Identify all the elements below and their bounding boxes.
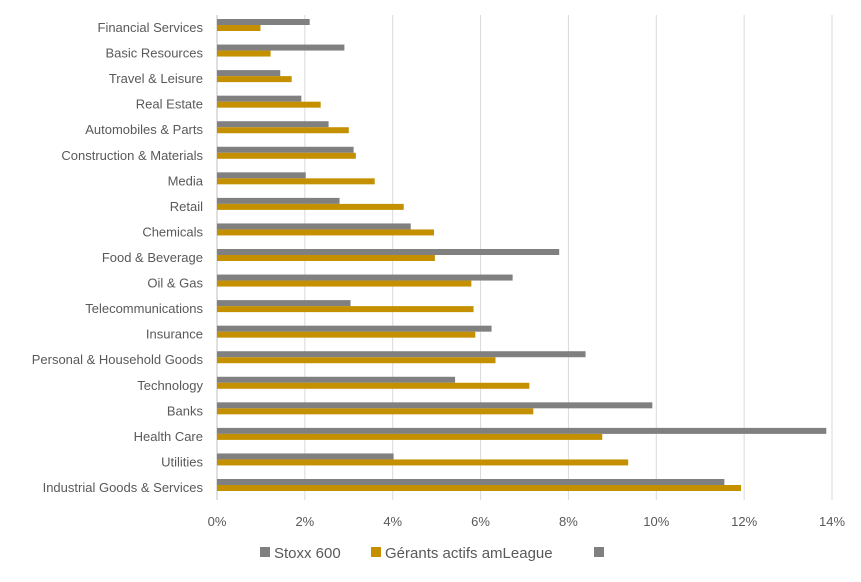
bar-stoxx-600 — [217, 19, 310, 25]
category-label: Telecommunications — [85, 301, 203, 316]
x-tick-label: 6% — [471, 514, 490, 529]
bar-gerants-actifs — [217, 229, 435, 236]
bars — [217, 19, 827, 491]
bar-gerants-actifs — [217, 408, 534, 415]
bar-gerants-actifs — [217, 357, 496, 364]
bar-gerants-actifs — [217, 255, 435, 261]
x-tick-labels: 0% 2% 4% 6% 8% 10% 12% 14% — [208, 514, 846, 529]
bar-stoxx-600 — [217, 249, 560, 255]
x-tick-label: 14% — [819, 514, 845, 529]
category-label: Chemicals — [142, 224, 203, 239]
bar-gerants-actifs — [217, 76, 292, 83]
bar-gerants-actifs — [217, 459, 629, 466]
bar-gerants-actifs — [217, 127, 349, 134]
category-label: Industrial Goods & Services — [43, 480, 204, 495]
bar-gerants-actifs — [217, 331, 476, 338]
bar-gerants-actifs — [217, 152, 356, 159]
x-tick-label: 2% — [295, 514, 314, 529]
bar-stoxx-600 — [217, 325, 492, 332]
x-tick-label: 10% — [643, 514, 669, 529]
category-label: Media — [168, 173, 204, 188]
category-label: Food & Beverage — [102, 250, 203, 265]
category-label: Financial Services — [98, 20, 204, 35]
category-label: Travel & Leisure — [109, 71, 203, 86]
bar-stoxx-600 — [217, 351, 586, 358]
legend: Stoxx 600 Gérants actifs amLeague — [260, 545, 604, 562]
x-tick-label: 0% — [208, 514, 227, 529]
bar-stoxx-600 — [217, 172, 306, 179]
bar-stoxx-600 — [217, 402, 653, 409]
bar-stoxx-600 — [217, 121, 329, 128]
bar-stoxx-600 — [217, 376, 456, 383]
bar-stoxx-600 — [217, 70, 281, 77]
bar-stoxx-600 — [217, 427, 827, 434]
bar-gerants-actifs — [217, 382, 530, 389]
bar-stoxx-600 — [217, 146, 354, 153]
bar-gerants-actifs — [217, 433, 603, 440]
bar-gerants-actifs — [217, 50, 271, 57]
category-labels: Financial Services Basic Resources Travel … — [32, 20, 204, 495]
legend-swatch-gerants-actifs — [371, 547, 381, 557]
category-label: Retail — [170, 199, 203, 214]
category-label: Health Care — [134, 429, 203, 444]
bar-gerants-actifs — [217, 25, 261, 31]
category-label: Construction & Materials — [61, 148, 203, 163]
bar-stoxx-600 — [217, 453, 394, 460]
legend-swatch-stoxx-600 — [260, 547, 270, 557]
bar-stoxx-600 — [217, 300, 351, 307]
bar-stoxx-600 — [217, 223, 411, 230]
category-label: Banks — [167, 403, 204, 418]
bar-stoxx-600 — [217, 274, 513, 281]
legend-label-stoxx-600: Stoxx 600 — [274, 545, 341, 562]
bar-gerants-actifs — [217, 101, 321, 108]
x-tick-label: 8% — [559, 514, 578, 529]
bar-gerants-actifs — [217, 306, 474, 313]
bar-gerants-actifs — [217, 280, 472, 287]
category-label: Utilities — [161, 454, 203, 469]
category-label: Automobiles & Parts — [85, 122, 203, 137]
category-label: Technology — [137, 378, 203, 393]
bar-stoxx-600 — [217, 197, 340, 204]
bar-stoxx-600 — [217, 479, 725, 485]
legend-swatch-extra — [594, 547, 604, 557]
bar-gerants-actifs — [217, 203, 404, 210]
category-label: Basic Resources — [105, 46, 203, 61]
bar-stoxx-600 — [217, 44, 345, 51]
category-label: Insurance — [146, 327, 203, 342]
x-tick-label: 12% — [731, 514, 757, 529]
category-label: Real Estate — [136, 97, 203, 112]
category-label: Personal & Household Goods — [32, 352, 204, 367]
bar-stoxx-600 — [217, 95, 302, 102]
bar-gerants-actifs — [217, 485, 742, 491]
bar-gerants-actifs — [217, 178, 375, 185]
x-tick-label: 4% — [383, 514, 402, 529]
category-label: Oil & Gas — [147, 276, 203, 291]
legend-label-gerants-actifs: Gérants actifs amLeague — [385, 545, 553, 562]
